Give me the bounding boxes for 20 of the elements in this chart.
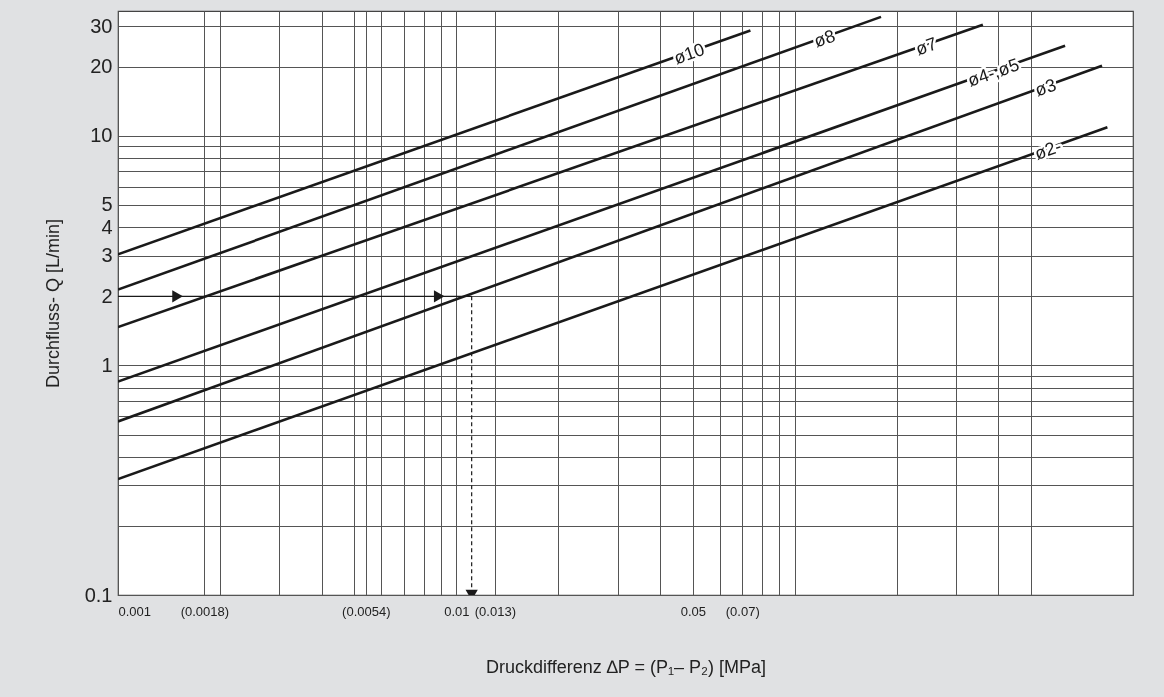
x-tick-label: 0.01 <box>444 603 470 619</box>
y-tick-label: 4 <box>101 215 113 238</box>
x-tick-label: (0.0054) <box>342 603 391 619</box>
text: ø10 <box>671 39 708 69</box>
x-axis-title: Druckdifferenz ∆P = (P₁– P₂) [MPa] <box>485 656 767 677</box>
x-tick-label: (0.013) <box>474 603 516 619</box>
y-tick-label: 10 <box>90 124 113 147</box>
x-tick-label: (0.07) <box>725 603 760 619</box>
x-tick-label: 0.05 <box>680 603 706 619</box>
y-tick-label: 5 <box>101 193 113 216</box>
y-tick-label: 30 <box>90 14 113 37</box>
y-tick-label: 3 <box>101 244 113 267</box>
text: ø4-,ø5 <box>965 54 1022 91</box>
y-tick-label: 0.1 <box>84 583 113 606</box>
y-tick-label: 20 <box>90 55 113 78</box>
y-tick-label: 2 <box>101 284 113 307</box>
y-axis-title: Durchfluss- Q [L/min] <box>42 218 63 389</box>
x-tick-label: 0.001 <box>118 603 152 619</box>
x-tick-label: (0.0018) <box>180 603 230 619</box>
y-tick-label: 1 <box>101 353 113 376</box>
